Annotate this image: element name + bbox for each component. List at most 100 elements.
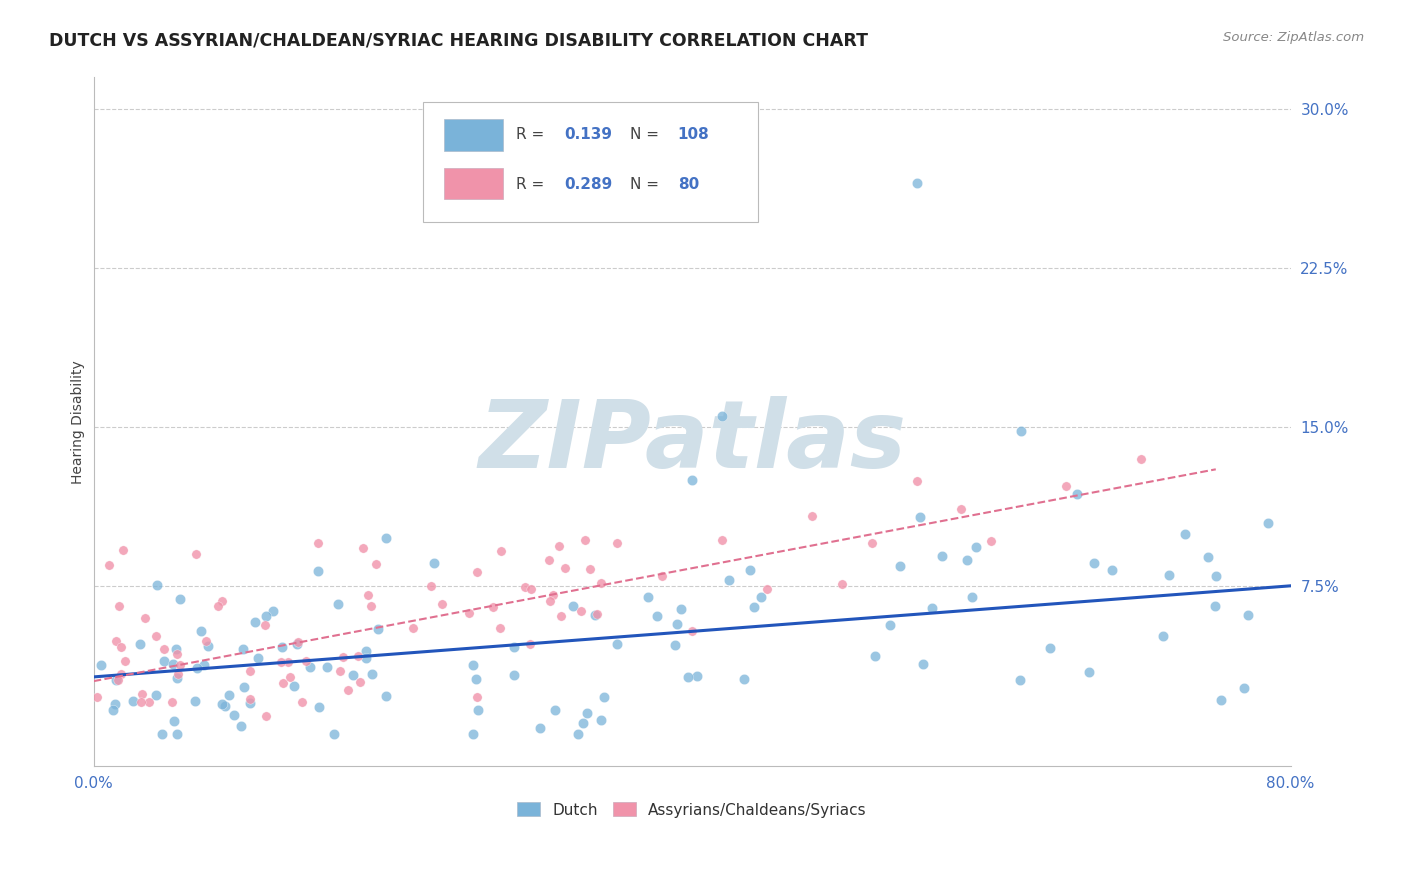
FancyBboxPatch shape: [444, 168, 503, 199]
Point: [912, 657, 935, 672]
Point: [664, 638, 686, 652]
Point: [562, 599, 585, 613]
Text: N =: N =: [630, 127, 659, 142]
Point: [1066, 486, 1088, 500]
Point: [1197, 550, 1219, 565]
Point: [243, 615, 266, 630]
Point: [232, 642, 254, 657]
Point: [104, 698, 127, 712]
Point: [145, 689, 167, 703]
Point: [103, 703, 125, 717]
Point: [465, 672, 488, 686]
Point: [163, 714, 186, 728]
Point: [1157, 568, 1180, 582]
Point: [105, 634, 128, 648]
Text: ZIPatlas: ZIPatlas: [478, 396, 905, 488]
Point: [160, 695, 183, 709]
Point: [360, 599, 382, 613]
Point: [908, 509, 931, 524]
Point: [576, 706, 599, 720]
Point: [574, 533, 596, 547]
Point: [800, 508, 823, 523]
Point: [711, 533, 734, 547]
Point: [529, 721, 551, 735]
Point: [1152, 629, 1174, 643]
Text: 0.139: 0.139: [564, 127, 612, 142]
Point: [1174, 527, 1197, 541]
Point: [1101, 563, 1123, 577]
Point: [307, 536, 329, 550]
Point: [879, 617, 901, 632]
Point: [502, 668, 524, 682]
Point: [980, 533, 1002, 548]
Point: [711, 409, 734, 424]
Point: [1209, 693, 1232, 707]
Point: [538, 593, 561, 607]
Point: [184, 547, 207, 561]
Point: [544, 703, 567, 717]
Point: [1205, 569, 1227, 583]
Point: [950, 501, 973, 516]
Point: [548, 539, 571, 553]
Point: [354, 651, 377, 665]
Point: [364, 557, 387, 571]
Point: [90, 657, 112, 672]
Point: [740, 563, 762, 577]
Point: [97, 558, 120, 572]
Point: [218, 688, 240, 702]
Point: [637, 590, 659, 604]
Point: [1130, 452, 1153, 467]
Point: [197, 640, 219, 654]
Point: [374, 689, 396, 703]
Point: [349, 675, 371, 690]
Point: [277, 656, 299, 670]
Point: [537, 552, 560, 566]
Point: [229, 719, 252, 733]
Point: [239, 696, 262, 710]
Point: [169, 591, 191, 606]
Point: [152, 727, 174, 741]
Point: [122, 694, 145, 708]
Point: [651, 569, 673, 583]
Point: [357, 588, 380, 602]
Point: [572, 716, 595, 731]
Point: [295, 654, 318, 668]
Point: [169, 658, 191, 673]
Point: [461, 727, 484, 741]
Point: [367, 622, 389, 636]
Point: [128, 637, 150, 651]
Point: [153, 641, 176, 656]
Point: [921, 601, 943, 615]
Point: [519, 582, 541, 596]
Point: [579, 562, 602, 576]
Point: [131, 687, 153, 701]
Point: [519, 637, 541, 651]
Point: [458, 606, 481, 620]
Text: R =: R =: [516, 127, 550, 142]
Point: [337, 683, 360, 698]
Point: [190, 624, 212, 639]
Point: [162, 657, 184, 671]
Point: [583, 607, 606, 622]
Point: [167, 666, 190, 681]
Point: [166, 647, 188, 661]
Point: [239, 664, 262, 678]
Point: [960, 590, 983, 604]
Point: [375, 531, 398, 545]
Point: [246, 651, 269, 665]
Point: [165, 641, 187, 656]
Point: [965, 540, 987, 554]
Point: [278, 670, 301, 684]
Point: [239, 692, 262, 706]
Point: [1077, 665, 1099, 679]
Point: [755, 582, 778, 596]
Point: [166, 727, 188, 741]
Text: DUTCH VS ASSYRIAN/CHALDEAN/SYRIAC HEARING DISABILITY CORRELATION CHART: DUTCH VS ASSYRIAN/CHALDEAN/SYRIAC HEARIN…: [49, 31, 869, 49]
Point: [465, 690, 488, 704]
Text: 108: 108: [678, 127, 710, 142]
Point: [681, 624, 703, 638]
Point: [749, 590, 772, 604]
Point: [503, 640, 526, 654]
Point: [110, 640, 132, 654]
Point: [131, 695, 153, 709]
